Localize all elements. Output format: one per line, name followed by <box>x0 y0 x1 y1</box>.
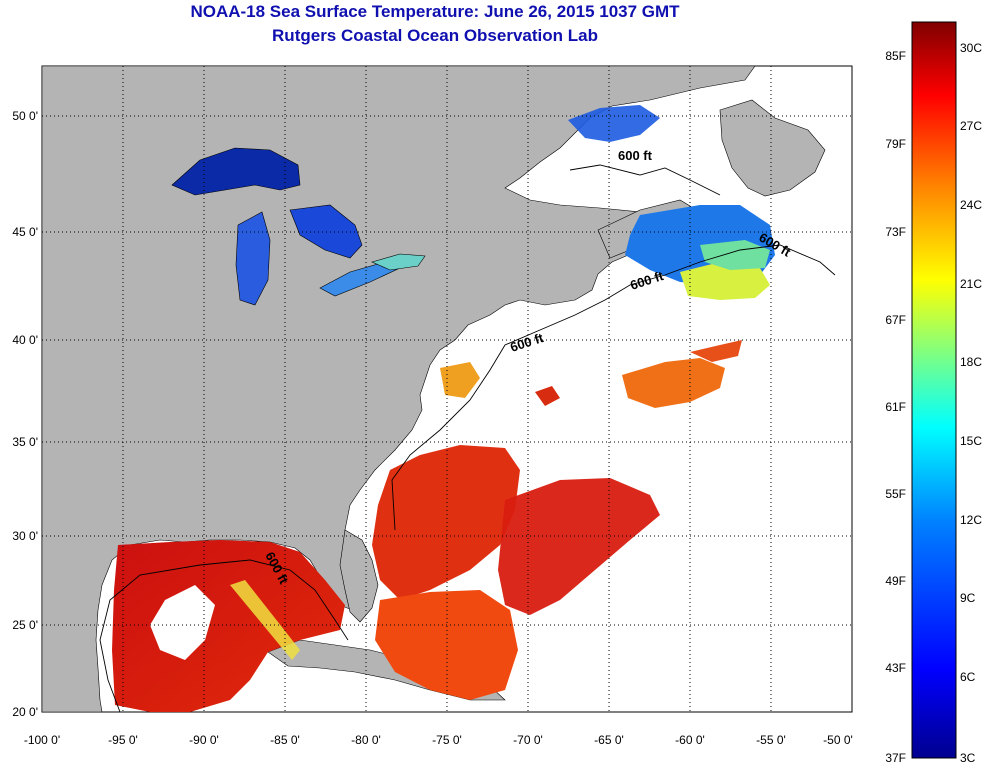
lon-tick-label: -95 0' <box>108 733 138 747</box>
contour-label: 600 ft <box>618 148 653 163</box>
map-subtitle: Rutgers Coastal Ocean Observation Lab <box>272 26 598 45</box>
title-block: NOAA-18 Sea Surface Temperature: June 26… <box>0 0 870 48</box>
map-title: NOAA-18 Sea Surface Temperature: June 26… <box>190 2 680 21</box>
lon-tick-label: -65 0' <box>594 733 624 747</box>
lon-tick-label: -75 0' <box>432 733 462 747</box>
lat-tick-label: 20 0' <box>12 705 38 719</box>
lat-axis: 20 0' 25 0' 30 0' 35 0' 40 0' 45 0' 50 0… <box>12 109 38 719</box>
sst-south-atlantic-bight <box>372 445 520 600</box>
lake-ontario <box>371 253 426 271</box>
lon-tick-label: -100 0' <box>24 733 60 747</box>
lake-superior <box>171 147 301 196</box>
lat-tick-label: 40 0' <box>12 333 38 347</box>
depth-contour-600ft <box>99 164 836 713</box>
lat-tick-label: 30 0' <box>12 529 38 543</box>
lon-tick-label: -60 0' <box>675 733 705 747</box>
lon-tick-label: -90 0' <box>189 733 219 747</box>
sst-chesapeake <box>440 362 480 398</box>
lake-michigan <box>235 211 271 306</box>
sst-loop-current-band <box>230 580 300 660</box>
sst-gulf-of-mexico <box>112 540 345 712</box>
sst-gulf-stream-patch-1 <box>622 358 725 408</box>
map-grid <box>42 66 852 712</box>
sst-georges-bank <box>680 262 770 300</box>
lat-tick-label: 45 0' <box>12 225 38 239</box>
sst-st-lawrence <box>568 105 660 142</box>
lon-axis: -100 0' -95 0' -90 0' -85 0' -80 0' -75 … <box>24 733 853 747</box>
lon-tick-label: -50 0' <box>823 733 853 747</box>
lat-tick-label: 25 0' <box>12 618 38 632</box>
land-north-america <box>42 66 756 712</box>
lon-tick-label: -55 0' <box>756 733 786 747</box>
sst-scotian-shelf <box>700 240 770 270</box>
sst-clouds-gulf <box>150 585 215 660</box>
lon-tick-label: -80 0' <box>351 733 381 747</box>
lon-tick-label: -85 0' <box>270 733 300 747</box>
lat-tick-label: 50 0' <box>12 109 38 123</box>
sst-bahamas-region <box>375 590 518 700</box>
sst-atlantic-warm-field <box>498 478 660 615</box>
sst-patch-3 <box>535 386 560 406</box>
lon-tick-label: -70 0' <box>513 733 543 747</box>
sst-gulf-stream-patch-2 <box>690 340 742 362</box>
lat-tick-label: 35 0' <box>12 435 38 449</box>
